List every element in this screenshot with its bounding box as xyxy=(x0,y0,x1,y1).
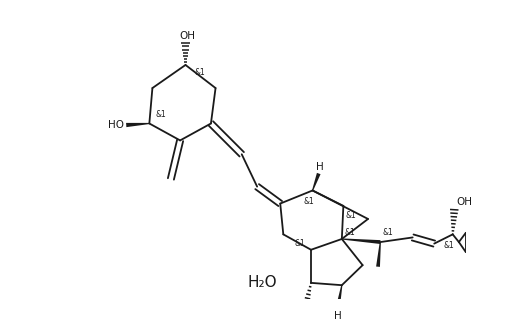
Polygon shape xyxy=(342,239,380,244)
Text: &1: &1 xyxy=(303,197,314,206)
Polygon shape xyxy=(126,123,149,127)
Text: &1: &1 xyxy=(444,241,454,250)
Text: &1: &1 xyxy=(346,211,357,220)
Polygon shape xyxy=(376,242,381,267)
Text: HO: HO xyxy=(108,120,124,130)
Text: H₂O: H₂O xyxy=(248,276,277,290)
Text: OH: OH xyxy=(457,197,473,207)
Text: H: H xyxy=(317,162,324,172)
Text: &1: &1 xyxy=(383,228,393,237)
Text: H: H xyxy=(334,311,342,321)
Polygon shape xyxy=(312,173,321,191)
Text: OH: OH xyxy=(179,31,195,41)
Text: &1: &1 xyxy=(344,228,355,237)
Text: &1: &1 xyxy=(294,239,305,248)
Text: &1: &1 xyxy=(156,110,166,119)
Text: &1: &1 xyxy=(195,68,206,77)
Polygon shape xyxy=(336,285,343,307)
